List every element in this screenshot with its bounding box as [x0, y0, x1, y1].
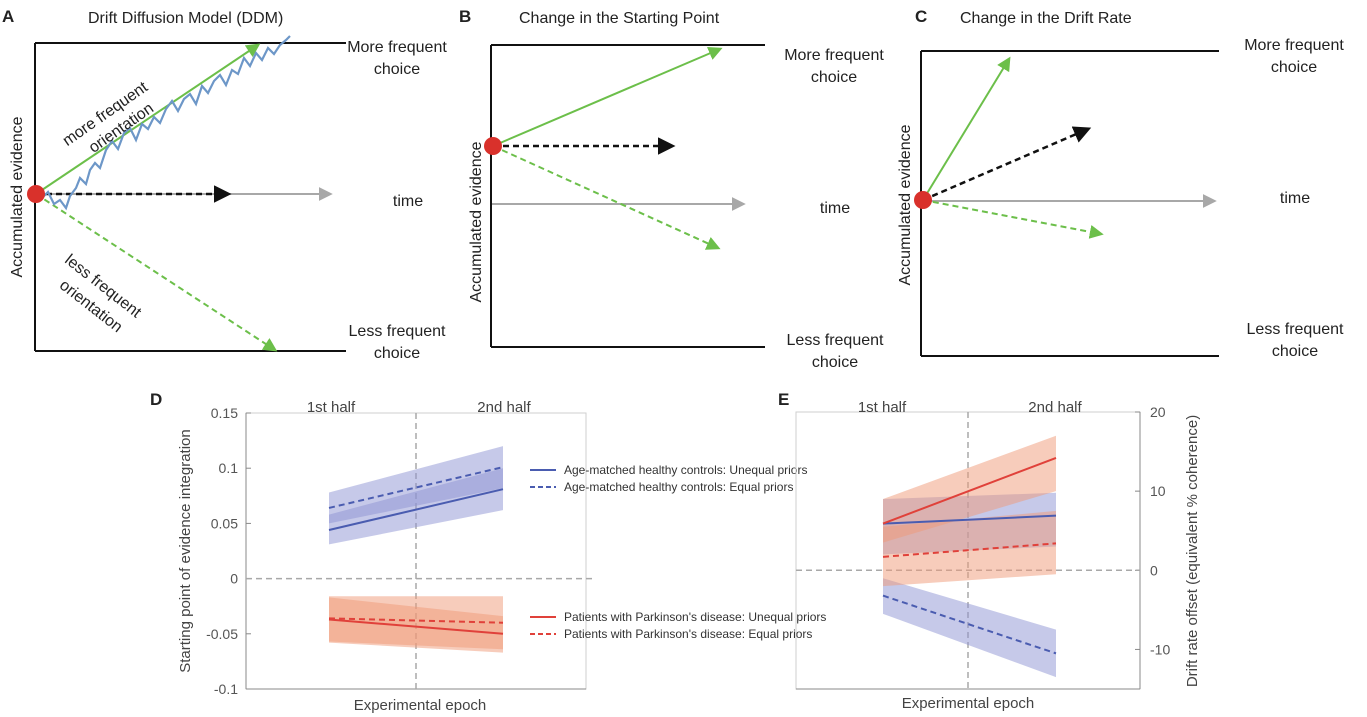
panel-c-start-dot	[914, 191, 932, 209]
panel-e-x-category-2: 2nd half	[1028, 399, 1082, 416]
series-line-2	[882, 456, 1057, 525]
panel-c-lower-label-1: Less frequent	[1247, 321, 1345, 338]
panel-d-legend-top: Age-matched healthy controls: Unequal pr…	[530, 463, 807, 494]
legend-label-pd-equal: Patients with Parkinson's disease: Equal…	[564, 627, 812, 641]
panel-c-upper-label-2: choice	[1271, 59, 1317, 76]
y-tick-label: 10	[1150, 483, 1166, 499]
panel-e-ylabel: Drift rate offset (equivalent % coherenc…	[1184, 415, 1201, 687]
panel-b-lower-label-2: choice	[812, 354, 858, 371]
panel-d-ylabel: Starting point of evidence integration	[177, 429, 194, 673]
panel-b-ylabel: Accumulated evidence	[468, 141, 485, 302]
panel-c-ylabel: Accumulated evidence	[897, 124, 914, 285]
y-tick-label: -0.05	[206, 626, 238, 642]
panel-a: A Drift Diffusion Model (DDM) Accumulate…	[2, 7, 447, 362]
panel-e-content: -10 0 10 20	[796, 404, 1170, 689]
y-tick-label: 0.05	[211, 515, 238, 531]
panel-c-title: Change in the Drift Rate	[960, 10, 1132, 27]
panel-c-upper-label-1: More frequent	[1244, 37, 1344, 54]
y-tick-label: 0.15	[211, 405, 238, 421]
y-tick-label: -10	[1150, 641, 1170, 657]
panel-a-upper-label-1: More frequent	[347, 39, 447, 56]
panel-d-xlabel: Experimental epoch	[354, 697, 487, 714]
panel-b-upper-label-1: More frequent	[784, 47, 884, 64]
panel-c-black-arrow	[922, 126, 1092, 202]
panel-e-xlabel: Experimental epoch	[902, 695, 1035, 712]
series-line-2	[328, 618, 504, 635]
panel-a-lower-label-1: Less frequent	[349, 323, 447, 340]
legend-label-hc-unequal: Age-matched healthy controls: Unequal pr…	[564, 463, 807, 477]
panel-c-time-label: time	[1280, 190, 1310, 207]
panel-b-upper-label-2: choice	[811, 69, 857, 86]
panel-b-lower-label-1: Less frequent	[787, 332, 885, 349]
panel-a-title: Drift Diffusion Model (DDM)	[88, 10, 283, 27]
confidence-band-3	[883, 510, 1056, 587]
panel-d-x-category-2: 2nd half	[477, 399, 531, 416]
panel-e-letter: E	[778, 390, 789, 409]
series-line-0	[328, 488, 504, 531]
confidence-band-1	[883, 578, 1056, 678]
legend-label-pd-unequal: Patients with Parkinson's disease: Unequ…	[564, 610, 826, 624]
panel-b-letter: B	[459, 7, 471, 26]
panel-d-legend-bottom: Patients with Parkinson's disease: Unequ…	[530, 610, 826, 641]
panel-d-letter: D	[150, 390, 162, 409]
y-tick-label: -0.1	[214, 681, 238, 697]
y-tick-label: 20	[1150, 404, 1166, 420]
y-tick-label: 0.1	[219, 460, 239, 476]
series-line-0	[882, 514, 1057, 525]
panel-b: B Change in the Starting Point Accumulat…	[459, 7, 884, 371]
series-line-1	[882, 594, 1057, 655]
panel-e: E -10 0 10 20 Drift rate offset (equivalent…	[778, 390, 1201, 712]
panel-b-start-dot	[484, 137, 502, 155]
y-tick-label: 0	[1150, 562, 1158, 578]
series-line-3	[328, 617, 504, 624]
panel-b-time-label: time	[820, 200, 850, 217]
panel-b-green-arrow-down	[492, 145, 721, 250]
confidence-band-3	[329, 596, 503, 650]
confidence-band-2	[883, 435, 1056, 543]
panel-a-start-dot	[27, 185, 45, 203]
panel-e-x-category-1: 1st half	[858, 399, 907, 416]
panel-d-content: -0.1 -0.05 0 0.05 0.1 0.15	[206, 405, 592, 697]
panel-a-ylabel: Accumulated evidence	[9, 116, 26, 277]
panel-b-green-arrow-up	[492, 46, 723, 147]
panel-b-title: Change in the Starting Point	[519, 10, 720, 27]
panel-c: C Change in the Drift Rate Accumulated e…	[897, 7, 1344, 360]
panel-c-green-arrow-down	[922, 199, 1104, 239]
series-line-3	[882, 542, 1057, 558]
panel-c-letter: C	[915, 7, 927, 26]
panel-a-upper-label-2: choice	[374, 61, 420, 78]
panel-a-green-arrow-up	[35, 43, 261, 195]
panel-c-green-arrow-up	[922, 56, 1011, 201]
confidence-band-1	[329, 446, 503, 524]
panel-a-lower-label-2: choice	[374, 345, 420, 362]
y-tick-label: 0	[230, 571, 238, 587]
panel-a-evidence-trace	[35, 35, 291, 211]
panel-d: D -0.1 -0.05 0 0.05 0.1 0.15 Starting point o…	[150, 390, 592, 714]
panel-a-green-arrow-down	[35, 193, 278, 352]
panel-a-time-label: time	[393, 193, 423, 210]
panel-a-letter: A	[2, 7, 14, 26]
panel-d-x-category-1: 1st half	[307, 399, 356, 416]
panel-c-lower-label-2: choice	[1272, 343, 1318, 360]
legend-label-hc-equal: Age-matched healthy controls: Equal prio…	[564, 480, 793, 494]
